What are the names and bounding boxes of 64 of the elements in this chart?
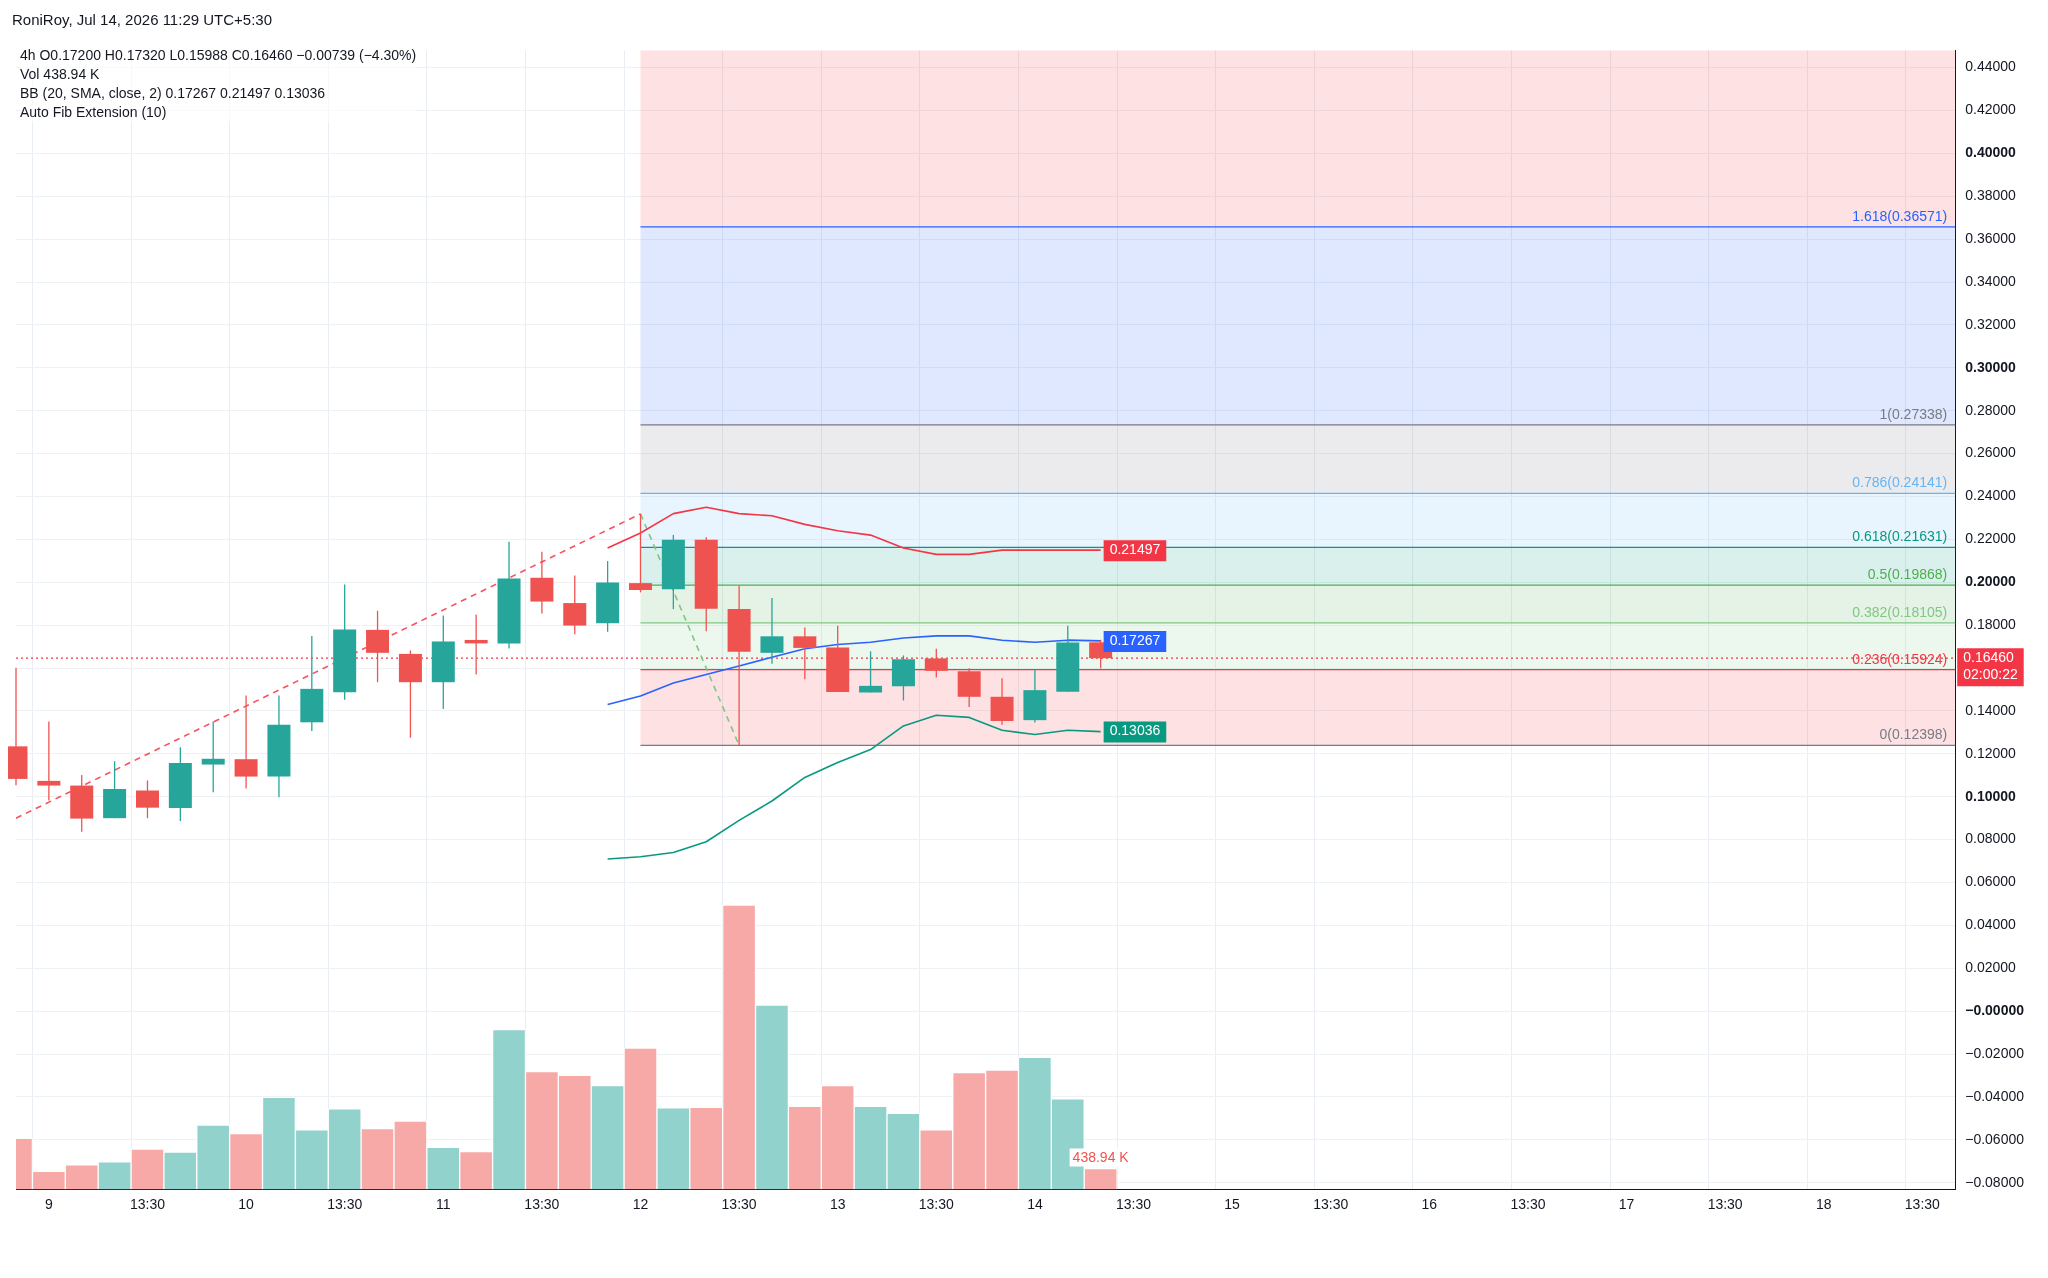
x-tick-label: 17 bbox=[1618, 1196, 1635, 1213]
x-tick-label: 13 bbox=[829, 1196, 846, 1213]
x-tick-label: 10 bbox=[238, 1196, 255, 1213]
y-tick-label: 0.04000 bbox=[1965, 916, 2017, 933]
x-tick-label: 13:30 bbox=[918, 1196, 955, 1213]
x-tick-label: 13:30 bbox=[129, 1196, 166, 1213]
x-tick-label: 14 bbox=[1027, 1196, 1043, 1213]
y-tick-label: 0.14000 bbox=[1965, 701, 2017, 718]
ref-line-label: 0.236(0.15924) bbox=[1852, 650, 1948, 667]
y-tick-label: 0.36000 bbox=[1965, 229, 2017, 246]
y-tick-label: 0.30000 bbox=[1965, 358, 2017, 375]
data-label: 0.13036 bbox=[1109, 722, 1161, 739]
x-tick-label: 11 bbox=[436, 1196, 451, 1213]
y-tick-label: 0.22000 bbox=[1965, 530, 2017, 547]
y-tick-label: 0.32000 bbox=[1965, 315, 2017, 332]
x-tick-label: 16 bbox=[1421, 1196, 1438, 1213]
annotation: Vol 438.94 K bbox=[20, 65, 101, 84]
data-label: 0.17267 bbox=[1109, 631, 1161, 648]
chart-subtitle: RoniRoy, Jul 14, 2026 11:29 UTC+5:30 bbox=[11, 10, 274, 30]
x-tick-label: 18 bbox=[1815, 1196, 1832, 1213]
x-tick-label: 13:30 bbox=[1510, 1196, 1546, 1213]
chart-title: 4h O0.17200 H0.17320 L0.15988 C0.16460 −0.00739 (−4.30%) bbox=[20, 46, 417, 65]
y-tick-label: 0.20000 bbox=[1965, 573, 2017, 590]
y-tick-label: 0.08000 bbox=[1965, 830, 2017, 847]
y-tick-label: 0.40000 bbox=[1965, 144, 2017, 161]
y-tick-label: 0.10000 bbox=[1965, 787, 2017, 804]
y-tick-label: −0.06000 bbox=[1965, 1130, 2025, 1147]
annotation: BB (20, SMA, close, 2) 0.17267 0.21497 0.13036 bbox=[20, 84, 327, 103]
ref-line-label: 0.786(0.24141) bbox=[1852, 474, 1948, 491]
data-label: 438.94 K bbox=[1072, 1149, 1130, 1166]
ref-line-label: 0.5(0.19868) bbox=[1867, 565, 1948, 582]
y-tick-label: 0.18000 bbox=[1965, 616, 2017, 633]
x-tick-label: 13:30 bbox=[327, 1196, 363, 1213]
x-tick-label: 13:30 bbox=[524, 1196, 560, 1213]
x-tick-label: 13:30 bbox=[1115, 1196, 1152, 1213]
x-tick-label: 15 bbox=[1224, 1196, 1241, 1213]
x-tick-label: 13:30 bbox=[1904, 1196, 1941, 1213]
y-tick-label: −0.02000 bbox=[1965, 1044, 2025, 1061]
x-tick-label: 12 bbox=[632, 1196, 649, 1213]
y-tick-label: 0.44000 bbox=[1965, 58, 2017, 75]
y-tick-label: −0.00000 bbox=[1965, 1002, 2025, 1019]
ref-line-label: 0.618(0.21631) bbox=[1852, 528, 1948, 545]
data-label: 0.21497 bbox=[1109, 541, 1161, 558]
y-tick-label: 0.28000 bbox=[1965, 401, 2017, 418]
y-tick-label: 0.02000 bbox=[1965, 959, 2017, 976]
ref-line-label: 1.618(0.36571) bbox=[1852, 207, 1948, 224]
y-tick-label: 0.12000 bbox=[1965, 744, 2017, 761]
ref-line-label: 1(0.27338) bbox=[1879, 405, 1948, 422]
x-tick-label: 13:30 bbox=[1707, 1196, 1743, 1213]
y-tick-label: 0.34000 bbox=[1965, 272, 2017, 289]
x-tick-label: 13:30 bbox=[721, 1196, 757, 1213]
x-tick-label: 9 bbox=[44, 1196, 53, 1213]
ref-line-label: 0.16460 02:00:22 bbox=[1963, 649, 2018, 683]
y-tick-label: 0.06000 bbox=[1965, 873, 2017, 890]
y-tick-label: 0.38000 bbox=[1965, 187, 2017, 204]
y-tick-label: −0.04000 bbox=[1965, 1087, 2025, 1104]
ref-line-label: 0.382(0.18105) bbox=[1852, 603, 1948, 620]
y-tick-label: 0.42000 bbox=[1965, 101, 2017, 118]
y-tick-label: −0.08000 bbox=[1965, 1173, 2025, 1190]
y-tick-label: 0.26000 bbox=[1965, 444, 2017, 461]
ref-line-label: 0(0.12398) bbox=[1879, 726, 1948, 743]
y-tick-label: 0.24000 bbox=[1965, 487, 2017, 504]
x-tick-label: 13:30 bbox=[1313, 1196, 1349, 1213]
annotation: Auto Fib Extension (10) bbox=[20, 103, 168, 122]
